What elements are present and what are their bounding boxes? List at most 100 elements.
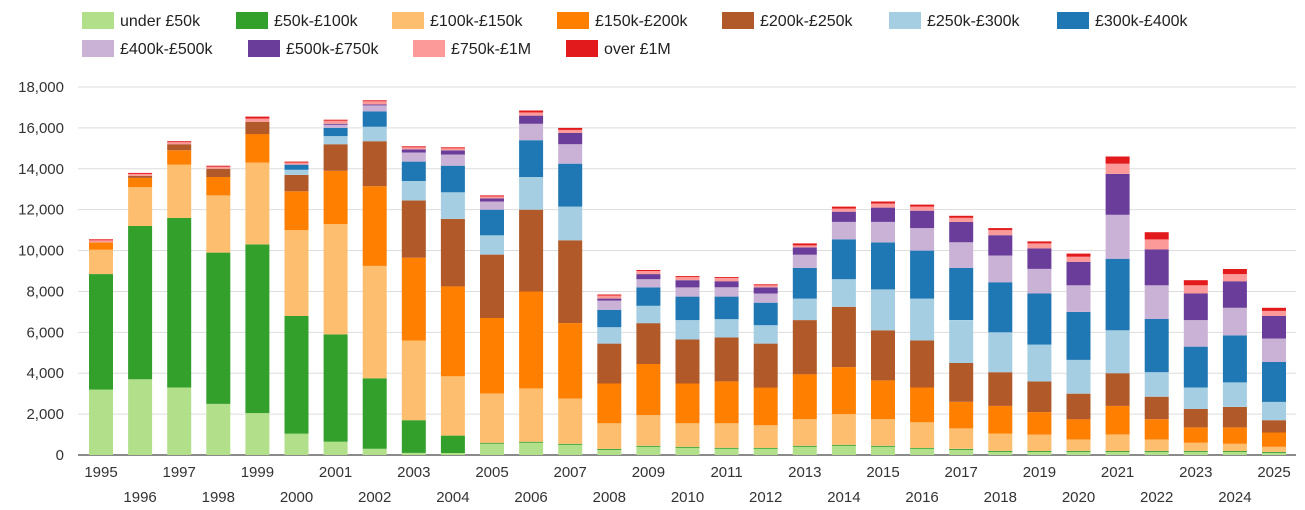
x-tick-label: 2025 <box>1257 464 1290 481</box>
bar-segment <box>362 378 387 449</box>
legend-entry[interactable]: £200k-£250k <box>722 12 854 30</box>
bar-segment <box>206 165 231 167</box>
legend-swatch <box>1057 12 1089 29</box>
bar-segment <box>1105 258 1130 331</box>
bar-segment <box>519 112 544 116</box>
bar-segment <box>675 446 700 448</box>
legend-entry[interactable]: £500k-£750k <box>248 40 380 58</box>
legend-entry[interactable]: £400k-£500k <box>82 40 214 58</box>
bar-segment <box>128 187 153 226</box>
bar-segment <box>284 161 309 163</box>
bar-segment <box>871 242 895 290</box>
legend-entry[interactable]: £50k-£100k <box>236 12 359 30</box>
x-tick-label: 2000 <box>280 489 313 506</box>
bar-stack <box>988 228 1013 455</box>
bar-segment <box>401 161 426 181</box>
bar-segment <box>206 252 231 404</box>
bar-segment <box>440 286 465 377</box>
bar-segment <box>1222 307 1247 336</box>
x-tick-label: 1996 <box>123 489 156 506</box>
bar-segment <box>480 198 504 202</box>
bar-segment <box>636 364 661 416</box>
bar-segment <box>1027 451 1052 455</box>
bar-segment <box>440 148 465 151</box>
legend-swatch <box>82 12 114 29</box>
bar-segment <box>519 209 544 292</box>
bar-segment <box>949 217 974 222</box>
bar-segment <box>1027 434 1052 451</box>
legend-label: £300k-£400k <box>1095 13 1189 30</box>
bar-stack <box>401 146 426 455</box>
bar-segment <box>1222 427 1247 444</box>
bar-segment <box>753 447 778 449</box>
legend-label: £100k-£150k <box>430 13 524 30</box>
bar-segment <box>558 444 583 455</box>
legend-entry[interactable]: £100k-£150k <box>392 12 524 30</box>
bar-segment <box>323 119 348 121</box>
bar-stack <box>597 294 622 455</box>
bar-segment <box>871 203 895 208</box>
bar-segment <box>831 221 856 240</box>
bar-segment <box>675 447 700 455</box>
bar-segment <box>714 281 739 288</box>
bar-segment <box>323 224 348 335</box>
bar-segment <box>284 433 309 455</box>
bar-segment <box>480 209 504 236</box>
bar-segment <box>1183 346 1208 388</box>
bar-segment <box>949 401 974 429</box>
legend-entry[interactable]: £150k-£200k <box>557 12 689 30</box>
bar-segment <box>1183 450 1208 452</box>
x-tick-label: 2001 <box>319 464 352 481</box>
x-tick-label: 2007 <box>554 464 587 481</box>
bar-segment <box>89 240 113 243</box>
bar-segment <box>440 435 465 453</box>
bar-segment <box>714 447 739 449</box>
x-tick-label: 2004 <box>436 489 469 506</box>
bar-segment <box>753 387 778 426</box>
bar-segment <box>1262 420 1286 433</box>
bar-segment <box>831 445 856 455</box>
bar-segment <box>597 423 622 449</box>
bar-segment <box>988 405 1013 434</box>
bar-segment <box>988 230 1013 236</box>
bar-segment <box>558 144 583 164</box>
bar-segment <box>597 448 622 450</box>
bar-segment <box>636 279 661 288</box>
legend-entry[interactable]: under £50k <box>82 12 201 30</box>
bar-segment <box>636 305 661 324</box>
bar-segment <box>1262 451 1286 453</box>
bar-segment <box>1144 451 1169 455</box>
x-tick-label: 2009 <box>632 464 665 481</box>
bar-segment <box>480 235 504 255</box>
bar-segment <box>206 177 231 196</box>
legend-entry[interactable]: £300k-£400k <box>1057 12 1189 30</box>
bar-segment <box>440 150 465 155</box>
legend-entry[interactable]: £250k-£300k <box>889 12 1021 30</box>
bar-segment <box>1183 280 1208 286</box>
bar-segment <box>519 388 544 442</box>
bar-segment <box>871 289 895 331</box>
x-tick-label: 2024 <box>1218 489 1251 506</box>
bar-segment <box>558 323 583 399</box>
bar-segment <box>519 140 544 177</box>
bars <box>89 100 1286 455</box>
bar-segment <box>792 247 817 255</box>
legend-entry[interactable]: over £1M <box>566 40 671 58</box>
bar-segment <box>675 276 700 278</box>
bar-segment <box>988 228 1013 231</box>
x-tick-label: 2019 <box>1023 464 1056 481</box>
bar-segment <box>1066 419 1091 440</box>
bar-segment <box>558 163 583 207</box>
bar-segment <box>362 448 387 455</box>
bar-stack <box>1144 232 1169 455</box>
bar-segment <box>871 446 895 455</box>
legend-entry[interactable]: £750k-£1M <box>413 40 531 58</box>
legend-swatch <box>566 40 598 57</box>
bar-segment <box>1066 261 1091 286</box>
bar-segment <box>831 279 856 307</box>
bar-segment <box>910 448 935 455</box>
bar-segment <box>480 254 504 318</box>
bar-segment <box>245 121 270 135</box>
bar-segment <box>362 100 387 102</box>
